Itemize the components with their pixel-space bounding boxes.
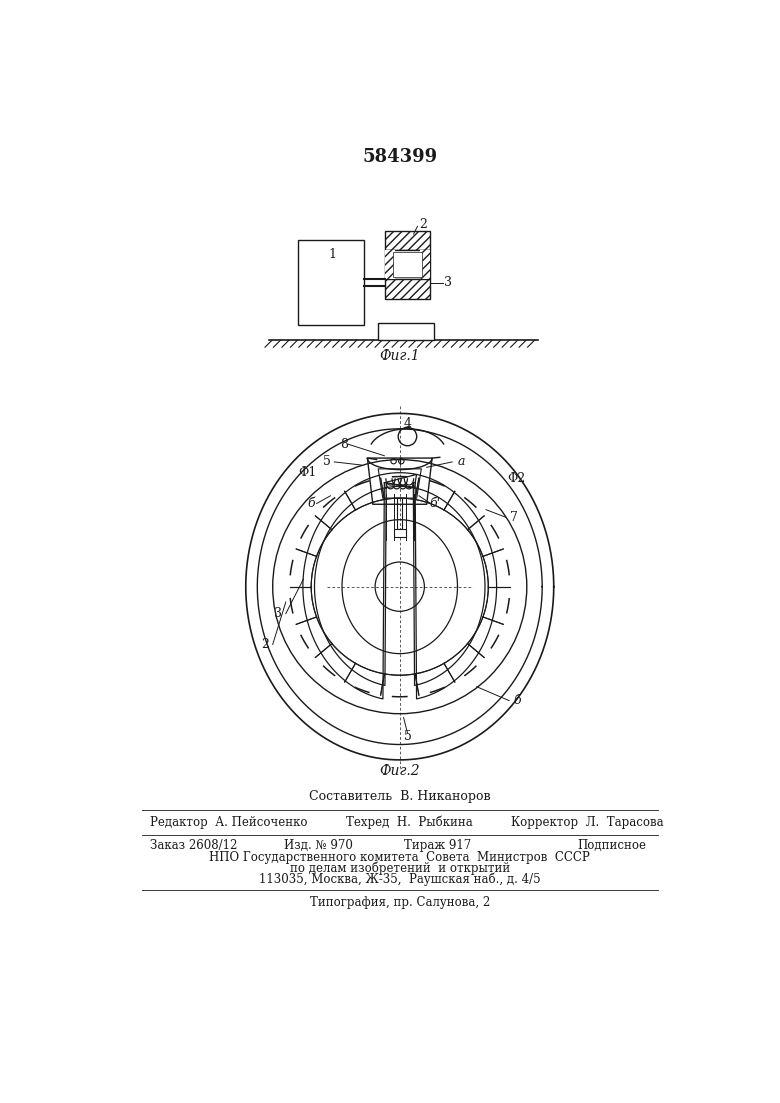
Text: 5: 5 (403, 730, 411, 743)
Text: б': б' (429, 497, 440, 510)
Text: Φ2: Φ2 (508, 472, 526, 485)
Text: Фиг.2: Фиг.2 (379, 764, 420, 779)
Text: по делам изобретений  и открытий: по делам изобретений и открытий (289, 861, 510, 875)
Bar (385, 250, 395, 279)
Text: 584399: 584399 (362, 148, 438, 165)
Text: Техред  Н.  Рыбкина: Техред Н. Рыбкина (346, 815, 473, 829)
Text: 113035, Москва, Ж-35,  Раушская наб., д. 4/5: 113035, Москва, Ж-35, Раушская наб., д. … (259, 872, 541, 886)
Text: б: б (307, 497, 315, 510)
Text: 7: 7 (510, 511, 518, 524)
Text: Фиг.1: Фиг.1 (379, 349, 420, 363)
Bar (385, 250, 430, 279)
Text: НПО Государственного комитета  Совета  Министров  СССР: НПО Государственного комитета Совета Мин… (209, 852, 590, 864)
Text: Φ1: Φ1 (298, 467, 317, 479)
Text: Редактор  А. Пейсоченко: Редактор А. Пейсоченко (150, 816, 307, 828)
Bar (385, 231, 430, 250)
Text: Подписное: Подписное (577, 839, 646, 852)
Text: 1: 1 (328, 247, 336, 260)
Text: a: a (458, 456, 465, 469)
Text: Тираж 917: Тираж 917 (403, 839, 471, 852)
Text: Заказ 2608/12: Заказ 2608/12 (150, 839, 237, 852)
Bar (394, 529, 406, 537)
Text: Корректор  Л.  Тарасова: Корректор Л. Тарасова (512, 816, 664, 828)
Text: 5: 5 (323, 456, 331, 469)
Bar (393, 253, 422, 277)
Text: 4: 4 (403, 417, 411, 430)
Bar (378, 323, 434, 340)
Text: 8: 8 (340, 438, 349, 451)
Bar (385, 279, 430, 299)
Text: 2: 2 (261, 638, 269, 651)
Text: 2: 2 (419, 218, 427, 232)
Bar (420, 250, 430, 279)
Text: б: б (513, 694, 520, 707)
Text: 3: 3 (445, 276, 452, 289)
Text: Составитель  В. Никаноров: Составитель В. Никаноров (309, 790, 491, 803)
Bar (298, 240, 363, 325)
Text: Типография, пр. Салунова, 2: Типография, пр. Салунова, 2 (310, 896, 490, 909)
Text: 3: 3 (274, 607, 282, 620)
Text: Изд. № 970: Изд. № 970 (284, 839, 353, 852)
